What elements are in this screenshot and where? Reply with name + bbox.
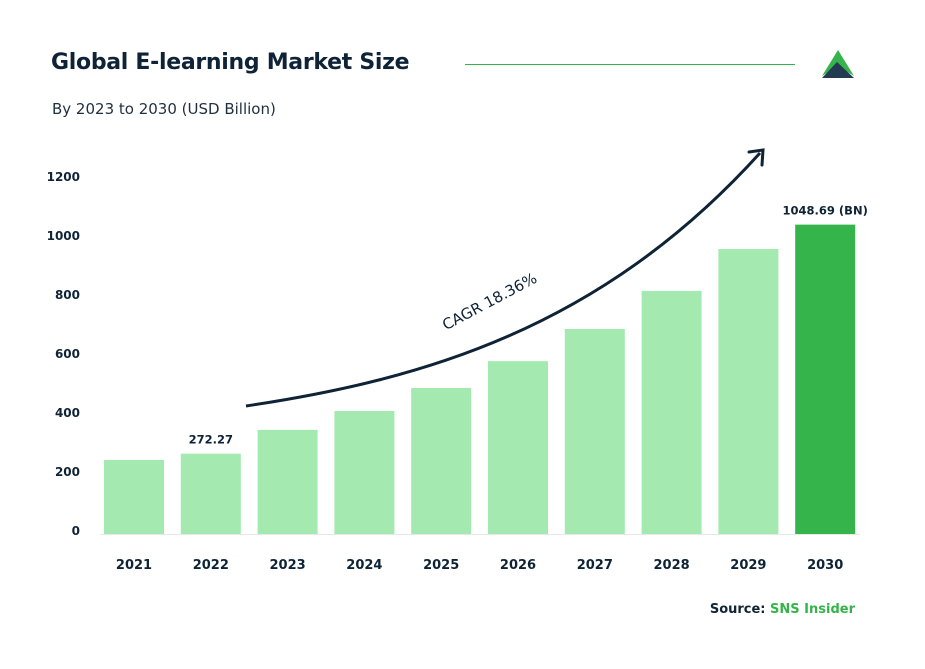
x-tick-label: 2030: [807, 558, 843, 573]
y-tick-label: 400: [55, 406, 80, 420]
y-tick-label: 800: [55, 288, 80, 302]
bar-2025: [411, 387, 472, 534]
bar-2027: [564, 328, 625, 534]
data-label-2030: 1048.69 (BN): [783, 204, 868, 218]
cagr-annotation: CAGR 18.36%: [439, 269, 540, 334]
source-name: SNS Insider: [770, 602, 855, 617]
x-tick-label: 2021: [116, 558, 152, 573]
chart-subtitle: By 2023 to 2030 (USD Billion): [52, 100, 276, 118]
bar-2028: [641, 290, 702, 534]
bar-2023: [257, 429, 318, 534]
x-tick-label: 2029: [730, 558, 766, 573]
y-tick-label: 0: [72, 524, 80, 538]
y-tick-label: 200: [55, 465, 80, 479]
bar-2021: [104, 459, 164, 534]
y-tick-label: 600: [55, 347, 80, 361]
bar-2022: [180, 453, 241, 534]
x-tick-label: 2023: [270, 558, 306, 573]
source-note: Source: SNS Insider: [710, 602, 855, 617]
x-tick-label: 2025: [423, 558, 459, 573]
logo-icon: [822, 50, 854, 78]
y-tick-label: 1200: [47, 170, 80, 184]
title-divider: [465, 64, 795, 65]
bar-2024: [334, 410, 395, 534]
data-label-2022: 272.27: [189, 433, 233, 447]
x-tick-label: 2026: [500, 558, 536, 573]
x-tick-label: 2028: [654, 558, 690, 573]
x-tick-label: 2027: [577, 558, 613, 573]
source-label: Source:: [709, 602, 766, 617]
chart-title: Global E-learning Market Size: [51, 50, 410, 75]
y-tick-label: 1000: [47, 229, 80, 243]
x-tick-label: 2024: [346, 558, 382, 573]
bar-2026: [488, 361, 548, 534]
x-tick-label: 2022: [193, 558, 229, 573]
arrow-head-icon: [747, 148, 765, 167]
bar-2030: [795, 224, 856, 534]
bar-2029: [718, 249, 779, 534]
cagr-arrow-curve: [245, 151, 762, 408]
